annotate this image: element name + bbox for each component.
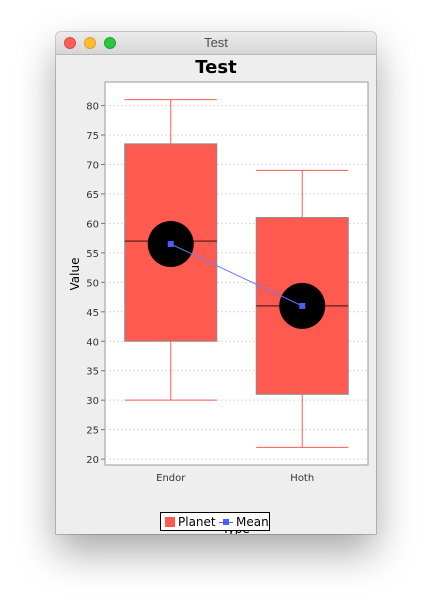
legend-container: Planet Mean xyxy=(160,512,270,531)
y-tick-label: 40 xyxy=(86,337,99,348)
y-tick-label: 75 xyxy=(86,131,99,142)
y-tick-label: 55 xyxy=(86,249,99,260)
y-tick-label: 30 xyxy=(86,396,99,407)
maximize-button[interactable] xyxy=(104,37,116,49)
legend-marker-mean xyxy=(223,519,229,525)
mean-series xyxy=(147,221,326,329)
mean-point xyxy=(299,302,306,309)
y-tick-label: 65 xyxy=(86,190,99,201)
legend-label-mean: Mean xyxy=(236,515,269,529)
y-axis-label: Value xyxy=(68,258,82,291)
mean-connector xyxy=(170,243,303,307)
app-window: Test Test 20 25 30 35 40 45 50 55 60 65 70 75 80 End… xyxy=(56,32,376,534)
y-tick-label: 70 xyxy=(86,160,99,171)
y-tick-label: 25 xyxy=(86,426,99,437)
y-tick-label: 60 xyxy=(86,219,99,230)
box-endor xyxy=(124,99,218,401)
legend-swatch-planet xyxy=(165,517,175,527)
y-tick-label: 50 xyxy=(86,278,99,289)
close-button[interactable] xyxy=(64,37,76,49)
x-axis: Endor Hoth xyxy=(156,473,314,484)
y-tick-label: 80 xyxy=(86,102,99,113)
x-tick-label: Endor xyxy=(156,473,186,484)
y-tick-label: 20 xyxy=(86,455,99,466)
chart-title: Test xyxy=(195,57,237,78)
legend-label-planet: Planet xyxy=(178,515,216,529)
y-tick-label: 45 xyxy=(86,308,99,319)
y-axis: 20 25 30 35 40 45 50 55 60 65 70 75 80 xyxy=(86,102,105,466)
window-title: Test xyxy=(204,35,228,50)
mean-point xyxy=(167,241,174,248)
box-plot-chart: Test 20 25 30 35 40 45 50 55 60 65 70 75 80 Endor Hot… xyxy=(68,57,369,534)
title-bar[interactable]: Test xyxy=(56,32,376,55)
minimize-button[interactable] xyxy=(84,37,96,49)
x-tick-label: Hoth xyxy=(290,473,314,484)
y-tick-label: 35 xyxy=(86,367,99,378)
